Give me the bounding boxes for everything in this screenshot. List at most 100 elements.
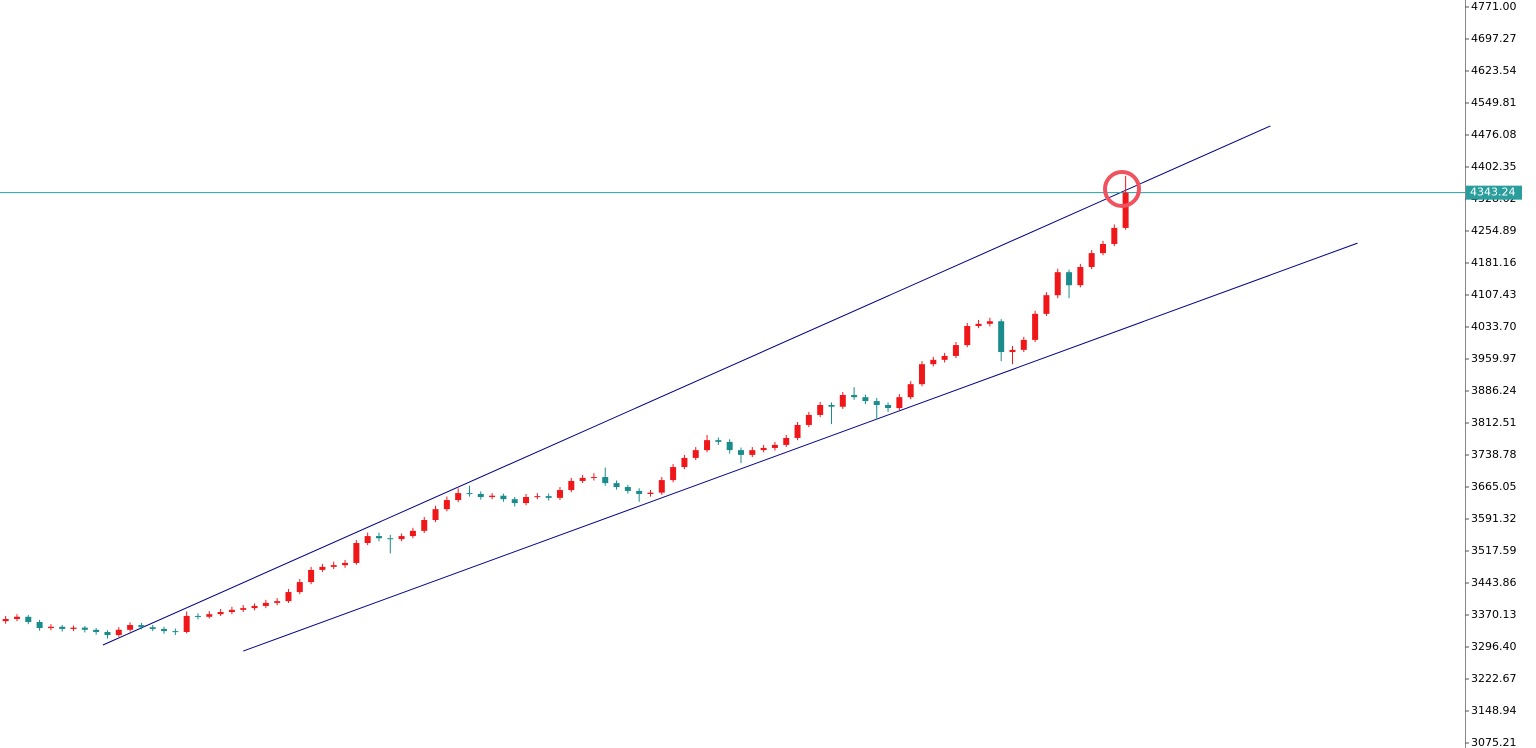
candle-body <box>749 450 756 455</box>
candle-body <box>274 601 281 603</box>
candle-body <box>692 450 699 458</box>
y-tick-label: 3370.13 <box>1471 608 1517 621</box>
candle-body <box>771 444 778 448</box>
candle-body <box>375 536 382 539</box>
candle-body <box>986 321 993 324</box>
candle-body <box>115 629 122 636</box>
y-tick-label: 3812.51 <box>1471 416 1517 429</box>
candle-body <box>715 440 722 442</box>
candle-body <box>421 520 428 531</box>
candle-body <box>851 395 858 398</box>
candle-body <box>127 625 134 630</box>
y-tick-label: 3148.94 <box>1471 704 1517 717</box>
candle-body <box>217 612 224 615</box>
y-tick-label: 4697.27 <box>1471 32 1517 45</box>
candle-body <box>262 602 269 606</box>
trendline <box>243 242 1358 652</box>
candle-body <box>658 480 665 493</box>
y-tick-label: 4476.08 <box>1471 128 1517 141</box>
candle-body <box>1054 272 1061 296</box>
candle-body <box>545 496 552 498</box>
candle-body <box>443 500 450 510</box>
candle-body <box>590 477 597 479</box>
candle-body <box>149 627 156 629</box>
candle-body <box>1077 266 1084 286</box>
candle-body <box>613 483 620 488</box>
y-tick-label: 4107.43 <box>1471 288 1517 301</box>
candle-body <box>47 626 54 629</box>
candle-body <box>873 401 880 405</box>
candle-body <box>534 496 541 498</box>
price-axis: 4771.00 4697.27 4623.54 4549.81 4476.08 4402.… <box>1465 0 1522 748</box>
candle-body <box>636 490 643 494</box>
candle-body <box>432 509 439 521</box>
candle-body <box>805 414 812 425</box>
y-tick-label: 3591.32 <box>1471 512 1517 525</box>
y-tick-label: 4254.89 <box>1471 224 1517 237</box>
candle-body <box>1111 227 1118 244</box>
candle-body <box>228 609 235 613</box>
candle-body <box>455 493 462 501</box>
y-tick-label: 4033.70 <box>1471 320 1517 333</box>
candle-body <box>704 440 711 451</box>
candle-body <box>296 582 303 593</box>
candle-body <box>172 631 179 633</box>
candle-body <box>387 538 394 540</box>
candle-body <box>138 625 145 628</box>
highlight-circle <box>1103 170 1141 208</box>
candle-body <box>556 490 563 498</box>
candle-body <box>737 450 744 455</box>
candle-body <box>918 364 925 385</box>
candle-body <box>70 627 77 629</box>
candle-body <box>466 493 473 495</box>
candle-body <box>907 384 914 398</box>
candle-body <box>93 629 100 632</box>
candle-body <box>251 605 258 609</box>
y-tick-label: 3075.21 <box>1471 736 1517 748</box>
candle-body <box>941 355 948 360</box>
candle-body <box>285 592 292 602</box>
candle-body <box>194 615 201 617</box>
candle-body <box>59 626 66 629</box>
candle-body <box>998 321 1005 353</box>
y-tick-label: 3886.24 <box>1471 384 1517 397</box>
candle-body <box>885 404 892 409</box>
candle-body <box>330 565 337 567</box>
y-tick-label: 3222.67 <box>1471 672 1517 685</box>
candle-body <box>104 631 111 636</box>
candle-body <box>81 627 88 630</box>
y-tick-label: 3296.40 <box>1471 640 1517 653</box>
candle-body <box>25 616 32 623</box>
candle-body <box>670 467 677 481</box>
candle-body <box>681 457 688 468</box>
candle-body <box>579 477 586 481</box>
y-tick-label: 3665.05 <box>1471 480 1517 493</box>
y-tick-label: 3517.59 <box>1471 544 1517 557</box>
y-tick-label: 3738.78 <box>1471 448 1517 461</box>
candle-body <box>1043 295 1050 314</box>
y-tick-label: 4549.81 <box>1471 96 1517 109</box>
candle-body <box>240 608 247 610</box>
y-tick-label: 4623.54 <box>1471 64 1517 77</box>
candle-body <box>624 487 631 491</box>
candle-body <box>1088 253 1095 267</box>
trendline <box>102 125 1271 646</box>
candle-body <box>726 441 733 451</box>
candle-body <box>794 424 801 438</box>
candle-body <box>342 562 349 566</box>
candle-body <box>828 404 835 407</box>
candle-body <box>862 397 869 402</box>
candle-body <box>36 622 43 629</box>
candle-body <box>319 566 326 570</box>
candle-body <box>353 543 360 563</box>
candle-body <box>308 569 315 583</box>
y-tick-label: 3959.97 <box>1471 352 1517 365</box>
candle-body <box>398 536 405 540</box>
candle-body <box>183 615 190 632</box>
candle-body <box>511 499 518 504</box>
candle-body <box>760 447 767 451</box>
y-tick-label: 4402.35 <box>1471 160 1517 173</box>
candle-body <box>930 359 937 365</box>
